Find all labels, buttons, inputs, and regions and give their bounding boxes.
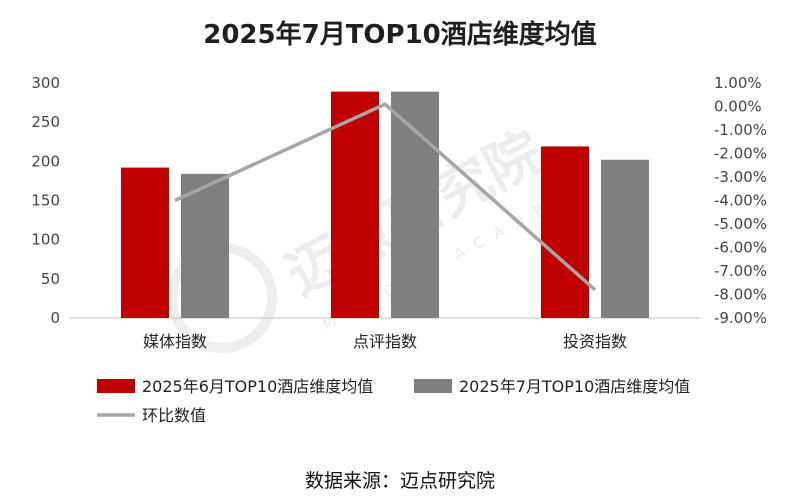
y-right-tick-label: -7.00% — [714, 262, 767, 280]
y-right-tick-label: 0.00% — [714, 98, 762, 116]
y-right-tick-label: -6.00% — [714, 239, 767, 257]
y-right-tick-label: -9.00% — [714, 309, 767, 327]
source-note: 数据来源：迈点研究院 — [304, 470, 495, 492]
y-right-tick-label: -8.00% — [714, 286, 767, 304]
y-left-tick-label: 250 — [31, 113, 60, 131]
chart-canvas: 迈点研究院MEADIN ACADEMY 0 50 100 150 200 250 300 1.… — [31, 74, 767, 425]
y-right-tick-label: -4.00% — [714, 192, 767, 210]
bar-july — [391, 91, 439, 318]
bar-june — [121, 167, 169, 318]
y-right-tick-label: -1.00% — [714, 121, 767, 139]
axes: 0 50 100 150 200 250 300 1.00% 0.00% -1.00% -2.00%… — [31, 74, 767, 351]
y-left-tick-label: 200 — [31, 152, 60, 170]
bar-june — [331, 91, 379, 318]
x-category-label: 投资指数 — [563, 332, 627, 351]
legend-swatch-july — [414, 379, 452, 393]
legend-label-june: 2025年6月TOP10酒店维度均值 — [142, 377, 373, 396]
y-right-tick-label: -2.00% — [714, 145, 767, 163]
y-right-tick-label: 1.00% — [714, 74, 762, 92]
y-left-tick-label: 300 — [31, 74, 60, 92]
mom-line — [174, 102, 597, 292]
y-left-tick-label: 0 — [50, 309, 60, 327]
y-right-tick-label: -3.00% — [714, 168, 767, 186]
chart-title: 2025年7月TOP10酒店维度均值 — [203, 20, 597, 50]
y-right-tick-label: -5.00% — [714, 215, 767, 233]
bar-june — [541, 146, 589, 318]
legend-label-mom: 环比数值 — [142, 406, 206, 425]
x-category-label: 点评指数 — [353, 332, 417, 351]
y-left-tick-label: 150 — [31, 192, 60, 210]
bar-july — [601, 159, 649, 318]
legend-swatch-june — [97, 379, 135, 393]
line-series — [174, 102, 597, 292]
legend-label-july: 2025年7月TOP10酒店维度均值 — [459, 377, 690, 396]
y-left-tick-label: 100 — [31, 231, 60, 249]
bar-series — [121, 91, 649, 318]
x-category-label: 媒体指数 — [143, 332, 207, 351]
bar-july — [181, 173, 229, 318]
y-left-tick-label: 50 — [41, 270, 60, 288]
watermark: 迈点研究院MEADIN ACADEMY — [167, 120, 599, 353]
